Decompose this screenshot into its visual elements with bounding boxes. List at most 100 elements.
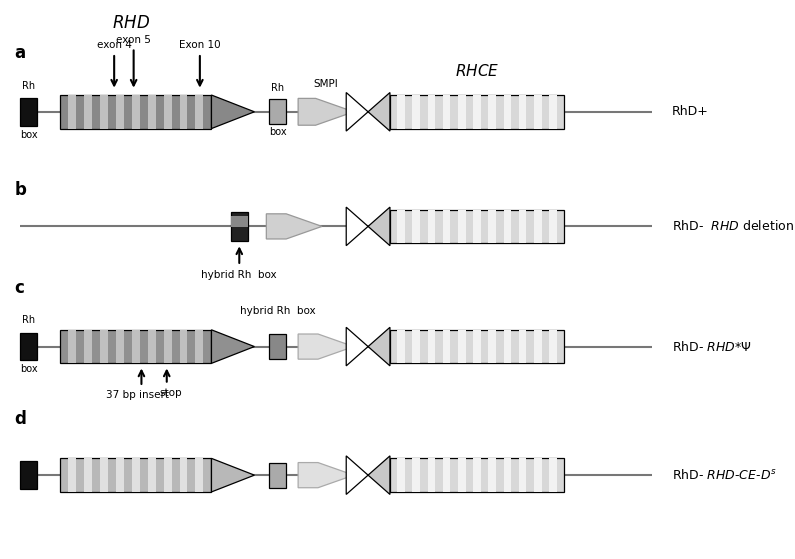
Text: box: box	[20, 364, 37, 375]
Text: b: b	[14, 181, 26, 199]
Text: box: box	[269, 127, 286, 137]
Bar	[99, 458, 107, 492]
Polygon shape	[368, 328, 390, 366]
Bar	[99, 330, 107, 363]
Bar	[534, 95, 541, 129]
Bar	[458, 210, 466, 243]
Bar	[549, 210, 556, 243]
Bar	[269, 99, 286, 124]
Bar	[443, 458, 451, 492]
Bar	[398, 458, 405, 492]
Text: a: a	[14, 44, 25, 62]
Bar	[443, 95, 451, 129]
Bar	[83, 458, 91, 492]
Bar	[231, 212, 248, 240]
Bar	[549, 330, 556, 363]
Text: RhD- $\mathit{RHD}$-$\mathit{CE}$-$\mathit{D}^{s}$: RhD- $\mathit{RHD}$-$\mathit{CE}$-$\math…	[672, 468, 777, 482]
Bar	[60, 95, 211, 129]
Bar	[180, 458, 188, 492]
Bar	[68, 458, 76, 492]
Bar	[473, 458, 481, 492]
Bar	[428, 210, 435, 243]
Bar	[519, 95, 526, 129]
Polygon shape	[211, 95, 254, 129]
Bar	[390, 210, 564, 243]
Bar	[196, 95, 204, 129]
Bar	[428, 458, 435, 492]
Text: exon 4: exon 4	[97, 40, 132, 50]
Bar	[131, 458, 140, 492]
Text: Exon 10: Exon 10	[179, 40, 221, 50]
Bar	[549, 458, 556, 492]
Text: SMPI: SMPI	[313, 79, 339, 89]
Bar	[60, 330, 211, 363]
Polygon shape	[368, 92, 390, 131]
Bar	[115, 95, 123, 129]
Text: Rh: Rh	[22, 315, 35, 325]
Text: 37 bp insert: 37 bp insert	[106, 390, 169, 400]
Polygon shape	[368, 207, 390, 246]
Text: RhD+: RhD+	[672, 105, 708, 119]
Bar	[503, 330, 511, 363]
Bar	[20, 333, 37, 361]
Bar	[398, 210, 405, 243]
Bar	[68, 330, 76, 363]
Bar	[503, 95, 511, 129]
Bar	[99, 95, 107, 129]
Bar	[473, 95, 481, 129]
Bar	[534, 458, 541, 492]
Bar	[231, 216, 248, 227]
Text: RhD- $\mathit{RHD}$*$\Psi$: RhD- $\mathit{RHD}$*$\Psi$	[672, 339, 751, 354]
Bar	[269, 334, 286, 359]
Bar	[148, 458, 156, 492]
Polygon shape	[298, 98, 354, 125]
Bar	[413, 95, 420, 129]
Text: hybrid Rh  box: hybrid Rh box	[201, 270, 277, 280]
Bar	[534, 330, 541, 363]
Bar	[390, 95, 564, 129]
Bar	[60, 458, 211, 492]
Bar	[115, 330, 123, 363]
Polygon shape	[347, 207, 368, 246]
Bar	[488, 330, 496, 363]
Bar	[196, 458, 204, 492]
Text: RhD-  $\mathit{RHD}$ deletion: RhD- $\mathit{RHD}$ deletion	[672, 219, 794, 234]
Bar	[180, 95, 188, 129]
Bar	[269, 463, 286, 487]
Bar	[488, 210, 496, 243]
Bar	[115, 458, 123, 492]
Bar	[164, 458, 172, 492]
Bar	[148, 95, 156, 129]
Polygon shape	[347, 92, 368, 131]
Bar	[473, 210, 481, 243]
Bar	[549, 95, 556, 129]
Bar	[131, 330, 140, 363]
Text: Rh: Rh	[271, 83, 284, 93]
Bar	[398, 95, 405, 129]
Bar	[164, 95, 172, 129]
Bar	[83, 95, 91, 129]
Bar	[519, 458, 526, 492]
Text: stop: stop	[160, 388, 182, 398]
Bar	[196, 330, 204, 363]
Bar	[68, 95, 76, 129]
Polygon shape	[211, 330, 254, 363]
Polygon shape	[347, 456, 368, 495]
Bar	[519, 210, 526, 243]
Bar	[428, 330, 435, 363]
Bar	[503, 210, 511, 243]
Text: Rh: Rh	[22, 80, 35, 91]
Bar	[413, 210, 420, 243]
Bar	[534, 210, 541, 243]
Bar	[20, 461, 37, 489]
Polygon shape	[298, 463, 354, 487]
Polygon shape	[266, 214, 322, 239]
Bar	[503, 458, 511, 492]
Polygon shape	[211, 458, 254, 492]
Text: hybrid Rh  box: hybrid Rh box	[239, 306, 316, 316]
Polygon shape	[368, 456, 390, 495]
Bar	[519, 330, 526, 363]
Polygon shape	[298, 334, 354, 359]
Bar	[443, 210, 451, 243]
Bar	[131, 95, 140, 129]
